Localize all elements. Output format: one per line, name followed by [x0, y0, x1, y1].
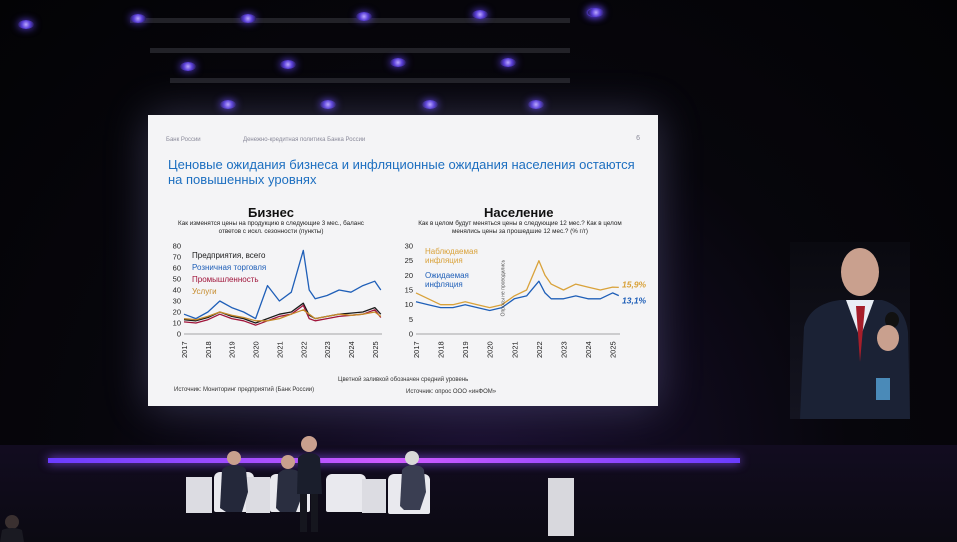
households-panel-title: Население	[484, 205, 554, 220]
stage-light	[528, 100, 544, 109]
y-tick-label: 40	[173, 286, 181, 295]
armchair	[326, 474, 366, 512]
stage-light	[320, 100, 336, 109]
series-line	[183, 249, 382, 320]
survey-gap-annotation: Опросы не проводились	[500, 259, 506, 316]
stage-light	[220, 100, 236, 109]
stage-led-strip	[48, 458, 740, 463]
x-tick-label: 2020	[486, 341, 495, 358]
legend-entry: Наблюдаемая инфляция	[425, 247, 478, 265]
x-tick-label: 2019	[461, 341, 470, 358]
presentation-screen: Банк России Денежно-кредитная политика Б…	[148, 115, 658, 406]
stage-light	[588, 8, 604, 17]
x-tick-label: 2022	[535, 341, 544, 358]
legend-entry: Услуги	[192, 287, 217, 296]
y-tick-label: 10	[405, 300, 413, 309]
y-tick-label: 80	[173, 242, 181, 251]
x-tick-label: 2022	[299, 341, 308, 358]
panelist-seated	[276, 455, 302, 512]
x-tick-label: 2017	[180, 341, 189, 358]
panelist-seated	[220, 451, 248, 512]
business-panel-title: Бизнес	[248, 205, 294, 220]
x-tick-label: 2021	[510, 341, 519, 358]
stage-light	[280, 60, 296, 69]
legend-entry: Предприятия, всего	[192, 251, 266, 260]
stage-light	[180, 62, 196, 71]
x-tick-label: 2018	[437, 341, 446, 358]
business-chart: 0 10 20 30 40 50 60 70 80 2017 2018 2019 2020 2021 202…	[173, 242, 382, 358]
truss	[150, 48, 570, 53]
stage-light	[356, 12, 372, 21]
side-table	[246, 477, 270, 513]
x-tick-label: 2017	[412, 341, 421, 358]
truss	[130, 18, 570, 23]
y-tick-label: 25	[405, 256, 413, 265]
x-tick-label: 2024	[347, 341, 356, 358]
y-tick-label: 30	[173, 297, 181, 306]
stage-light	[390, 58, 406, 67]
households-panel-subtitle: Как в целом будут меняться цены в следую…	[418, 220, 622, 235]
y-tick-label: 20	[405, 271, 413, 280]
speaker-closeup	[800, 248, 910, 419]
y-tick-label: 60	[173, 264, 181, 273]
legend-entry: Розничная торговля	[192, 263, 266, 272]
x-tick-label: 2018	[204, 341, 213, 358]
speaker-video-monitor	[790, 242, 910, 419]
y-tick-label: 0	[177, 330, 181, 339]
stage-light	[240, 14, 256, 23]
lighting-rig	[120, 0, 602, 120]
business-panel-subtitle: Как изменятся цены на продукцию в следую…	[178, 220, 364, 235]
x-tick-label: 2023	[559, 341, 568, 358]
y-tick-label: 50	[173, 275, 181, 284]
end-value-label: 13,1%	[622, 296, 647, 306]
slide-header: Денежно-кредитная политика Банка России	[243, 137, 366, 143]
x-tick-label: 2025	[609, 341, 618, 358]
audience-member	[0, 515, 24, 542]
y-tick-label: 5	[409, 315, 413, 324]
speaker-standing	[297, 436, 322, 532]
x-tick-label: 2025	[371, 341, 380, 358]
slide-title: Ценовые ожидания бизнеса и инфляционные …	[168, 157, 635, 187]
footnote: Цветной заливкой обозначен средний урове…	[338, 377, 469, 383]
y-tick-label: 0	[409, 330, 413, 339]
business-source: Источник: Мониторинг предприятий (Банк Р…	[174, 387, 315, 393]
y-tick-label: 20	[173, 308, 181, 317]
side-table	[186, 477, 212, 513]
y-tick-label: 15	[405, 286, 413, 295]
side-table	[362, 479, 386, 513]
x-tick-label: 2024	[584, 341, 593, 358]
series-line	[183, 309, 382, 322]
stage-light	[130, 14, 146, 23]
x-tick-label: 2021	[275, 341, 284, 358]
y-tick-label: 10	[173, 319, 181, 328]
x-tick-label: 2023	[323, 341, 332, 358]
x-tick-label: 2020	[252, 341, 261, 358]
y-tick-label: 30	[405, 242, 413, 251]
stage-light	[472, 10, 488, 19]
legend-entry: Промышленность	[192, 275, 259, 284]
x-tick-label: 2019	[228, 341, 237, 358]
stage-light	[500, 58, 516, 67]
stage-light	[18, 20, 34, 29]
lectern	[548, 478, 574, 536]
stage-light	[422, 100, 438, 109]
series-line	[415, 280, 620, 312]
legend-entry: Ожидаемая инфляция	[425, 271, 469, 289]
y-tick-label: 70	[173, 253, 181, 262]
households-source: Источник: опрос ООО «инФОМ»	[406, 389, 497, 395]
end-value-label: 15,9%	[622, 279, 647, 289]
series-line	[415, 260, 619, 309]
truss	[170, 78, 570, 83]
slide-page-number: 6	[636, 135, 640, 142]
panelist-seated	[400, 451, 426, 510]
bank-logo-text: Банк России	[166, 137, 201, 143]
